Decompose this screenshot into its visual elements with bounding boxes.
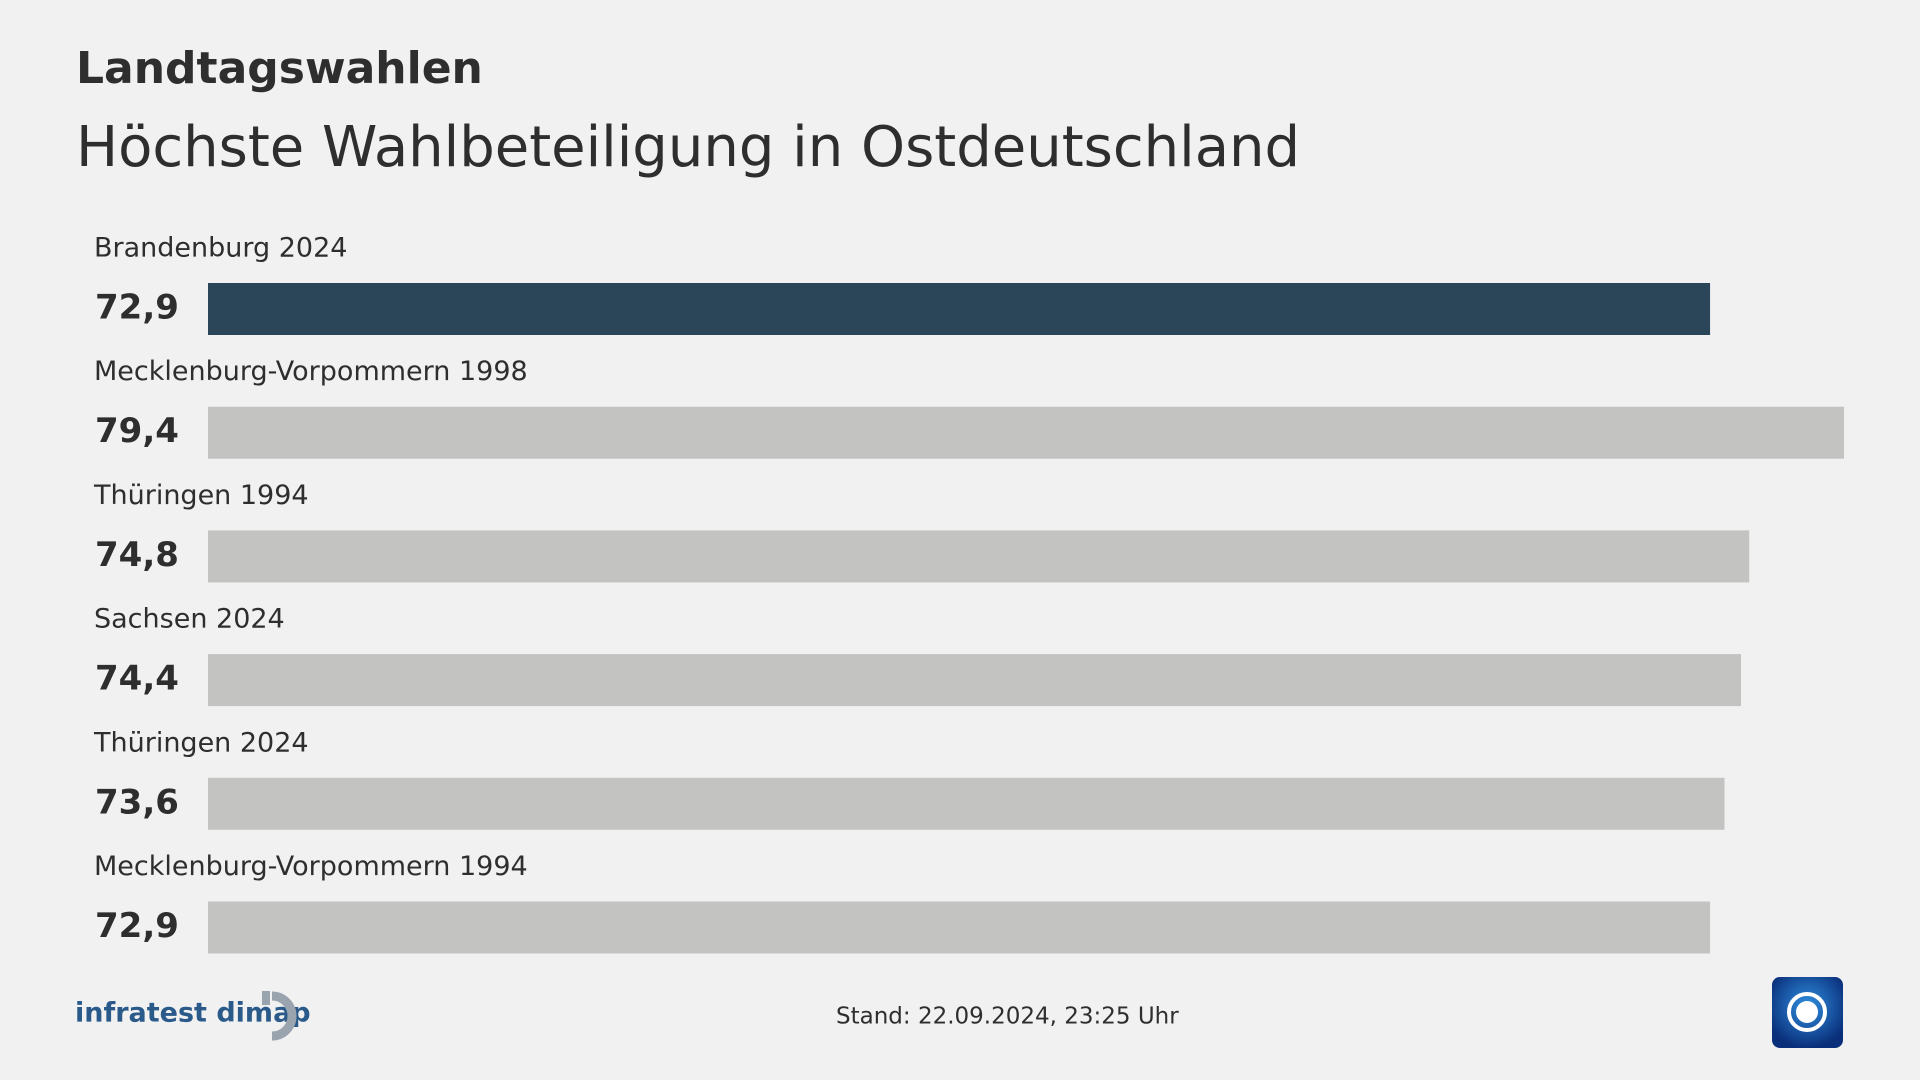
category-label: Sachsen 2024 xyxy=(94,604,285,635)
logo-ring xyxy=(1787,992,1827,1032)
value-label: 74,8 xyxy=(95,535,179,575)
bar-group: Brandenburg 2024 72,9 Mecklenburg-Vorpomme… xyxy=(93,233,1844,954)
logo-arc xyxy=(271,991,297,1041)
broadcaster-logo xyxy=(1772,977,1843,1048)
category-label: Brandenburg 2024 xyxy=(94,233,347,264)
bar xyxy=(208,654,1741,707)
logo-core xyxy=(1796,1001,1818,1023)
value-label: 79,4 xyxy=(95,411,179,451)
value-label: 74,4 xyxy=(95,659,179,699)
chart-title: Höchste Wahlbeteiligung in Ostdeutschlan… xyxy=(76,115,1300,180)
bar xyxy=(208,406,1844,459)
bar xyxy=(208,283,1711,335)
bar xyxy=(208,777,1725,830)
category-label: Thüringen 2024 xyxy=(93,727,309,758)
value-label: 72,9 xyxy=(95,288,179,328)
category-label: Mecklenburg-Vorpommern 1994 xyxy=(94,851,528,882)
source-logo-mark xyxy=(262,991,297,1041)
category-label: Thüringen 1994 xyxy=(93,480,309,511)
chart-supertitle: Landtagswahlen xyxy=(76,43,483,94)
logo-bar xyxy=(262,991,270,1005)
bar xyxy=(208,530,1750,583)
category-label: Mecklenburg-Vorpommern 1998 xyxy=(94,356,528,387)
value-label: 72,9 xyxy=(95,906,179,946)
source-logo: infratest dimap xyxy=(75,998,311,1029)
bar xyxy=(208,901,1711,954)
value-label: 73,6 xyxy=(95,782,179,822)
timestamp: Stand: 22.09.2024, 23:25 Uhr xyxy=(836,1004,1179,1030)
